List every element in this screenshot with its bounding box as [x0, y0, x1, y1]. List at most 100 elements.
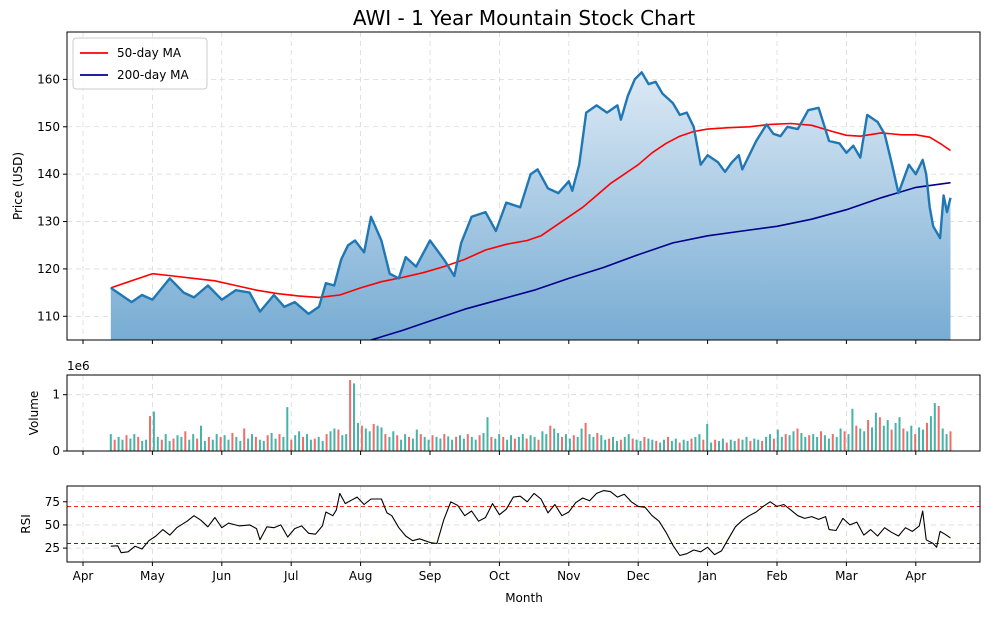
- volume-bar: [769, 434, 771, 451]
- volume-bar: [902, 428, 905, 451]
- price-y-tick-label: 140: [37, 167, 60, 181]
- volume-bar: [686, 440, 689, 451]
- volume-bar: [572, 435, 575, 451]
- volume-bar: [176, 435, 179, 451]
- volume-bar: [380, 427, 383, 451]
- volume-bar: [878, 417, 881, 451]
- volume-bar: [525, 438, 528, 451]
- volume-bar: [137, 436, 140, 451]
- volume-bar: [733, 440, 736, 451]
- volume-bar: [149, 416, 151, 451]
- volume-bar: [435, 436, 438, 451]
- volume-bar: [408, 436, 410, 451]
- volume-bar: [109, 434, 112, 451]
- volume-bar: [659, 442, 662, 451]
- volume-bar: [152, 411, 155, 451]
- volume-bar: [443, 434, 446, 451]
- volume-bar: [678, 442, 681, 451]
- volume-bar: [211, 439, 214, 451]
- volume-bar: [278, 434, 281, 451]
- volume-bar: [133, 434, 136, 451]
- volume-bar: [926, 422, 928, 451]
- volume-bar: [113, 439, 116, 451]
- volume-bar: [710, 442, 713, 451]
- volume-bar: [867, 420, 870, 451]
- volume-bar: [302, 436, 304, 451]
- volume-bar: [168, 440, 171, 451]
- price-y-tick-label: 130: [37, 215, 60, 229]
- volume-bar: [235, 436, 238, 451]
- volume-bar: [670, 440, 673, 451]
- volume-bar: [294, 435, 297, 451]
- volume-bar: [788, 435, 791, 451]
- volume-bar: [580, 428, 583, 451]
- x-tick-label: Jun: [211, 569, 231, 583]
- volume-bars: [109, 380, 952, 451]
- volume-bar: [325, 434, 328, 451]
- volume-bar: [349, 380, 352, 451]
- volume-bar: [474, 439, 477, 451]
- volume-bar: [851, 408, 854, 451]
- volume-bar: [651, 439, 654, 451]
- volume-bar: [317, 436, 320, 451]
- volume-bar: [254, 436, 257, 451]
- volume-bar: [219, 436, 222, 451]
- rsi-y-tick-label: 50: [45, 518, 60, 532]
- volume-bar: [784, 434, 787, 451]
- volume-bar: [357, 422, 359, 451]
- volume-bar: [855, 425, 858, 451]
- volume-bar: [247, 438, 250, 451]
- rsi-y-ticks: 25 50 75: [45, 495, 67, 555]
- volume-bar: [941, 428, 944, 451]
- volume-bar: [376, 425, 379, 451]
- volume-bar: [164, 434, 167, 451]
- volume-bar: [372, 424, 375, 451]
- volume-bar: [729, 439, 732, 451]
- volume-bar: [553, 428, 556, 451]
- volume-bar: [882, 425, 885, 451]
- volume-bar: [203, 440, 206, 451]
- volume-bar: [333, 428, 336, 451]
- volume-bar: [545, 434, 548, 451]
- volume-bar: [945, 434, 948, 451]
- volume-bar: [663, 439, 665, 451]
- volume-bar: [906, 431, 909, 451]
- volume-bar: [847, 434, 850, 451]
- volume-bar: [780, 436, 783, 451]
- volume-bar: [776, 429, 779, 451]
- volume-bar: [188, 439, 191, 451]
- volume-bar: [753, 438, 756, 451]
- x-tick-label: Nov: [557, 569, 580, 583]
- x-tick-label: Apr: [905, 569, 926, 583]
- volume-bar: [180, 436, 183, 451]
- rsi-y-tick-label: 25: [45, 541, 60, 555]
- volume-bar: [364, 428, 367, 451]
- volume-bar: [329, 431, 332, 451]
- price-area-fill: [110, 72, 951, 340]
- volume-bar: [207, 436, 210, 451]
- price-y-tick-label: 110: [37, 309, 60, 323]
- volume-bar: [863, 431, 866, 451]
- volume-bar: [914, 434, 917, 451]
- volume-bar: [949, 431, 952, 451]
- volume-bar: [592, 436, 595, 451]
- price-area: [110, 72, 951, 340]
- volume-bar: [533, 436, 536, 451]
- volume-bar: [674, 438, 677, 451]
- volume-bar: [490, 436, 493, 451]
- volume-bar: [718, 440, 720, 451]
- volume-bar: [616, 440, 618, 451]
- x-tick-label: Feb: [766, 569, 787, 583]
- volume-bar: [623, 436, 626, 451]
- volume-bar: [466, 434, 469, 451]
- volume-bar: [262, 440, 265, 451]
- volume-bar: [741, 439, 744, 451]
- x-tick-label: Mar: [835, 569, 858, 583]
- price-panel-frame: [66, 31, 981, 341]
- volume-bar: [835, 436, 838, 451]
- x-tick-label: Sep: [419, 569, 442, 583]
- volume-bar: [459, 435, 461, 451]
- volume-bar: [667, 436, 669, 451]
- volume-bar: [831, 434, 834, 451]
- volume-bar: [427, 439, 430, 451]
